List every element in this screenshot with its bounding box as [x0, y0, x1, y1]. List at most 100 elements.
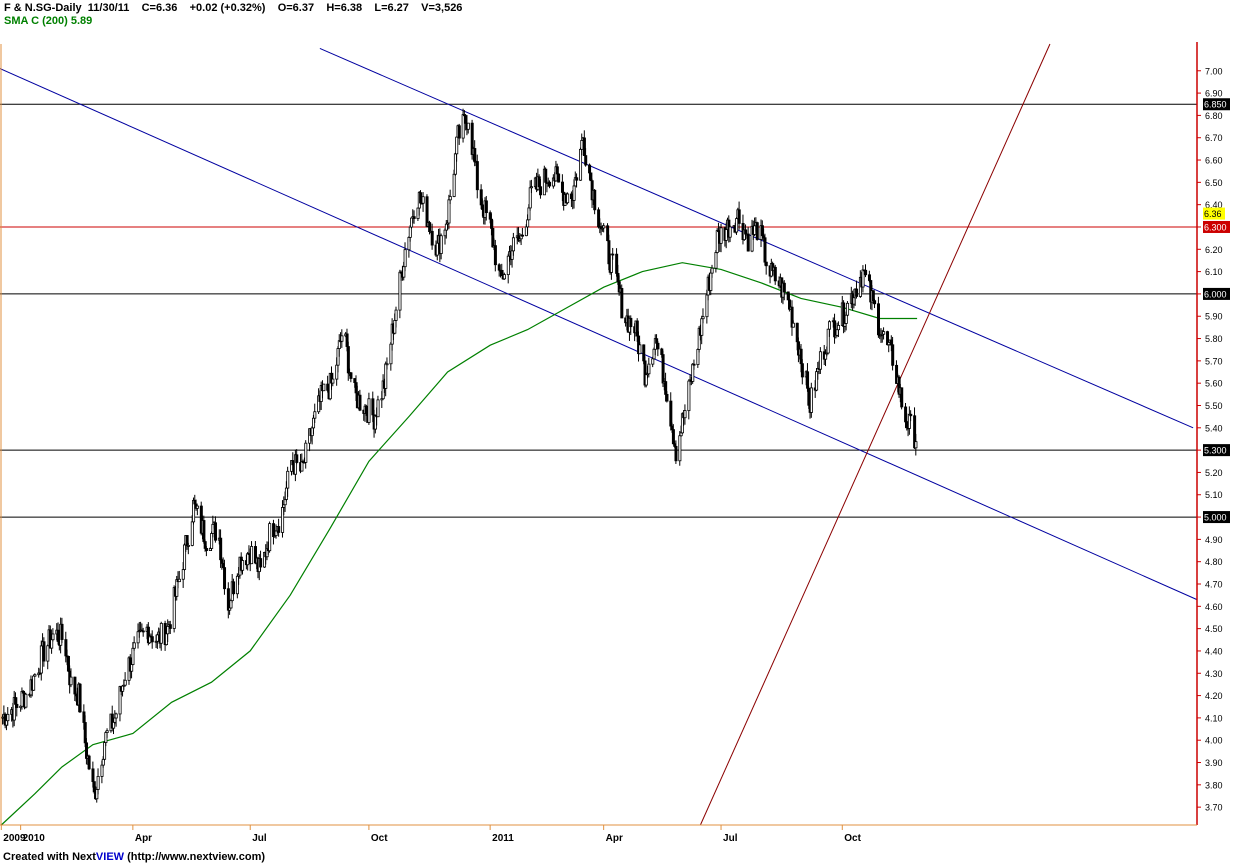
- price-candle: [439, 235, 443, 254]
- price-candle: [638, 344, 642, 355]
- x-tick-label: Apr: [135, 833, 152, 844]
- price-candle: [340, 335, 344, 342]
- footer-credit: Created with NextVIEW (http://www.nextvi…: [3, 851, 265, 863]
- price-candle: [755, 222, 759, 240]
- price-candle: [32, 675, 36, 691]
- price-candle: [42, 641, 46, 662]
- price-candle: [15, 703, 19, 708]
- price-candle: [24, 693, 28, 708]
- y-tick-label: 7.00: [1205, 66, 1223, 76]
- price-candle: [367, 398, 371, 423]
- price-candle: [566, 193, 570, 204]
- price-candle: [873, 300, 877, 305]
- price-candle: [555, 166, 559, 175]
- price-candle: [455, 136, 459, 155]
- price-candle: [526, 219, 530, 228]
- level-tag-label: 5.000: [1204, 513, 1227, 523]
- price-candle: [710, 267, 714, 274]
- price-candle: [493, 245, 497, 266]
- price-candle: [629, 317, 633, 328]
- price-candle: [763, 237, 767, 263]
- price-candle: [539, 186, 543, 196]
- last-price-tag: [1203, 207, 1225, 220]
- y-tick-label: 5.40: [1205, 423, 1223, 433]
- price-candle: [408, 226, 412, 238]
- x-tick-label: 2009: [3, 833, 26, 844]
- price-candle: [520, 234, 524, 237]
- x-tick-label: Jul: [723, 833, 738, 844]
- price-candle: [687, 380, 691, 412]
- y-tick-label: 4.90: [1205, 535, 1223, 545]
- price-candle: [560, 181, 564, 193]
- price-candle: [259, 558, 263, 568]
- price-candle: [844, 314, 848, 324]
- price-candle: [837, 325, 841, 331]
- level-tag: [1203, 511, 1230, 524]
- y-tick-label: 5.60: [1205, 379, 1223, 389]
- price-candle: [484, 200, 488, 214]
- level-tag-label: 6.000: [1204, 289, 1227, 299]
- x-tick-label: Oct: [371, 833, 388, 844]
- date: 11/30/11: [87, 2, 130, 14]
- y-tick-label: 4.50: [1205, 624, 1223, 634]
- price-candle: [268, 523, 272, 552]
- price-candle: [809, 387, 813, 413]
- price-candle: [588, 164, 592, 174]
- footer-prefix: Created with Next: [3, 851, 96, 863]
- price-candle: [313, 411, 317, 419]
- x-tick-label: Apr: [606, 833, 623, 844]
- price-candle: [277, 526, 281, 533]
- y-tick-label: 4.80: [1205, 557, 1223, 567]
- price-candle: [358, 394, 362, 411]
- y-tick-label: 6.20: [1205, 245, 1223, 255]
- price-candle: [900, 387, 904, 408]
- price-series: [1, 108, 918, 803]
- price-candle: [33, 674, 37, 677]
- price-candle: [806, 371, 810, 389]
- level-tag: [1203, 287, 1230, 300]
- price-candle: [69, 676, 73, 686]
- y-tick-label: 6.80: [1205, 111, 1223, 121]
- y-tick-label: 3.80: [1205, 780, 1223, 790]
- y-tick-label: 5.70: [1205, 356, 1223, 366]
- price-candle: [620, 288, 624, 319]
- price-candle: [141, 630, 145, 633]
- y-tick-label: 5.90: [1205, 312, 1223, 322]
- price-candle: [674, 445, 678, 462]
- price-candle: [430, 230, 434, 246]
- price-candle: [728, 226, 732, 238]
- y-tick-label: 6.90: [1205, 89, 1223, 99]
- price-candle: [764, 261, 768, 267]
- y-tick-label: 4.30: [1205, 669, 1223, 679]
- y-tick-label: 4.10: [1205, 713, 1223, 723]
- x-tick-label: Jul: [252, 833, 267, 844]
- sma-line: [0, 262, 918, 826]
- price-candle: [678, 435, 682, 462]
- price-candle: [132, 642, 136, 649]
- price-candle: [744, 229, 748, 235]
- price-candle: [692, 363, 696, 366]
- price-candle: [807, 387, 811, 406]
- price-candle: [159, 622, 163, 644]
- sma-series: [0, 262, 918, 826]
- price-candle: [511, 237, 515, 252]
- price-candle: [891, 344, 895, 366]
- price-candle: [91, 768, 95, 783]
- price-candle: [186, 545, 190, 547]
- price-candle: [715, 230, 719, 253]
- price-candle: [818, 351, 822, 370]
- price-candle: [855, 288, 859, 297]
- price-candle: [130, 664, 134, 672]
- horizontal-levels: [0, 103, 1197, 518]
- price-candle: [46, 645, 50, 662]
- chart-header: F & N.SG-Daily 11/30/11 C=6.36 +0.02 (+0…: [4, 2, 462, 14]
- price-candle: [665, 393, 669, 402]
- price-candle: [202, 520, 206, 542]
- y-tick-label: 3.70: [1205, 803, 1223, 813]
- level-tag-label: 5.300: [1204, 446, 1227, 456]
- y-tick-label: 5.50: [1205, 401, 1223, 411]
- price-candle: [331, 378, 335, 384]
- footer-suffix: (http://www.nextview.com): [124, 851, 266, 863]
- price-candle: [214, 522, 218, 541]
- level-tag: [1203, 444, 1230, 457]
